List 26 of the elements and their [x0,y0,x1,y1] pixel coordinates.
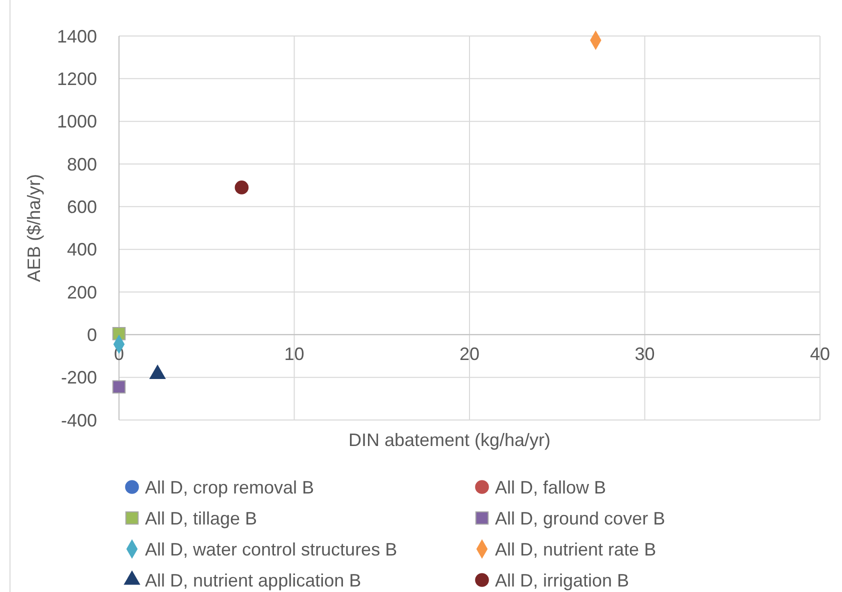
y-tick-label: 1000 [56,112,97,132]
y-tick-label: 1200 [56,68,97,89]
y-tick-label: -400 [60,410,97,430]
y-tick-label: 400 [66,240,97,260]
y-axis-title: AEB ($/ha/yr) [24,174,44,282]
legend-label: All D, crop removal B [145,477,314,498]
point [112,380,126,394]
y-tick-label: 200 [66,282,97,302]
x-axis-title: DIN abatement (kg/ha/yr) [348,430,551,450]
x-tick-label: 30 [634,344,655,364]
legend-label: All D, fallow B [495,477,606,498]
legend-label: All D, nutrient rate B [495,539,656,560]
legend-label: All D, ground cover B [495,508,666,528]
y-tick-label: 0 [86,324,97,345]
legend-label: All D, nutrient application B [145,570,362,590]
point [234,180,249,194]
legend-label: All D, water control structures B [145,539,398,560]
legend-label: All D, tillage B [145,508,258,528]
y-tick-label: 1400 [56,26,97,46]
x-tick-label: 20 [459,344,480,364]
x-tick-label: 10 [284,344,304,364]
y-tick-label: 600 [66,196,97,217]
legend-label: All D, irrigation B [495,570,630,590]
y-tick-label: -200 [60,368,97,388]
y-tick-label: 800 [66,154,97,174]
x-tick-label: 40 [810,344,830,364]
